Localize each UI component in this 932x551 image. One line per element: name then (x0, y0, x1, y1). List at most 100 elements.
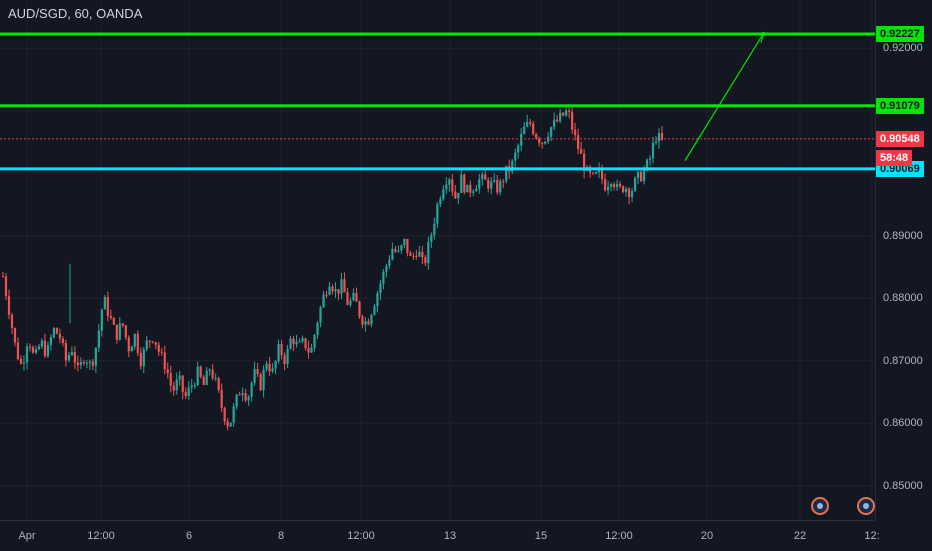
candle (624, 186, 628, 197)
candle (301, 335, 304, 344)
candlestick-chart[interactable] (0, 0, 875, 520)
candle (343, 272, 346, 293)
candle-body (232, 406, 235, 423)
candle-body (645, 159, 649, 171)
candle-body (595, 172, 598, 174)
candle-body (394, 248, 397, 252)
candle-body (523, 126, 526, 135)
price-axis[interactable]: 0.920000.910000.900000.890000.880000.870… (875, 0, 932, 520)
candle (367, 318, 370, 326)
candle (145, 335, 148, 352)
candle-body (517, 145, 520, 153)
candle (562, 112, 565, 117)
candle (94, 347, 97, 374)
candle-body (40, 340, 44, 347)
x-tick-label: 15 (534, 530, 548, 542)
candle (511, 159, 514, 175)
candle (49, 334, 53, 351)
candle-body (244, 393, 247, 401)
y-tick-label: 0.92000 (883, 42, 923, 55)
candle (151, 340, 154, 344)
candle-body (187, 387, 190, 396)
candle (583, 148, 586, 179)
candle (532, 120, 535, 136)
candle (124, 324, 127, 341)
candle (589, 164, 592, 178)
economic-event-icon[interactable] (811, 497, 829, 515)
candle-body (475, 188, 478, 192)
last-price-line-tag: 0.90548 (876, 130, 924, 147)
candle-body (1, 276, 5, 278)
candle (217, 376, 220, 393)
candle (148, 340, 151, 349)
candle-body (211, 369, 214, 379)
candle-body (76, 362, 79, 365)
candle (61, 336, 65, 347)
chart-plot-area[interactable]: AUD/SGD, 60, OANDA (0, 0, 875, 520)
candle-body (148, 340, 151, 342)
x-tick-label: 6 (185, 530, 193, 542)
candle (547, 132, 550, 144)
candle-body (10, 314, 14, 329)
candle (37, 343, 41, 351)
candle-body (196, 366, 199, 385)
candle-body (202, 376, 205, 385)
candle (541, 142, 544, 149)
candle (412, 252, 415, 260)
x-tick-label: 8 (277, 530, 285, 542)
candle (349, 297, 352, 308)
candle (58, 328, 62, 344)
candle (421, 245, 424, 265)
candle (244, 388, 247, 403)
candle (181, 375, 184, 400)
candle (556, 114, 559, 123)
candle-body (322, 294, 325, 308)
candle (271, 363, 274, 374)
economic-event-icon[interactable] (857, 497, 875, 515)
candle (79, 357, 82, 370)
candle-body (79, 362, 82, 365)
candle-body (205, 370, 208, 385)
candle (397, 245, 400, 253)
candle (55, 327, 59, 335)
candle-body (624, 188, 628, 193)
candle-body (642, 170, 646, 182)
time-axis[interactable]: Apr 12:00 6 8 12:00 13 15 12:00 20 22 12: (0, 520, 880, 551)
candle (202, 374, 205, 386)
candle-body (289, 338, 292, 349)
candle (439, 195, 442, 208)
candle (627, 187, 631, 205)
symbol-title[interactable]: AUD/SGD, 60, OANDA (8, 6, 143, 21)
candle (603, 173, 607, 192)
candle-body (28, 346, 32, 348)
candle (241, 387, 244, 402)
candle (376, 290, 379, 313)
candle-body (103, 296, 106, 310)
candle-body (580, 148, 583, 154)
candle (618, 181, 622, 189)
candle (190, 378, 193, 393)
candle-body (313, 335, 316, 348)
candle (133, 333, 136, 350)
candle (136, 330, 139, 357)
candle (40, 338, 44, 349)
candle (463, 173, 466, 195)
candle-body (199, 366, 202, 377)
candle-body (565, 110, 568, 116)
candle-body (169, 373, 172, 386)
candle-body (397, 250, 400, 252)
candle (85, 359, 88, 369)
candle (636, 171, 640, 185)
candle (496, 174, 499, 195)
candle-body (13, 328, 17, 343)
candle-body (277, 344, 280, 362)
candle (565, 105, 568, 118)
candle-body (241, 393, 244, 395)
candle (10, 312, 14, 334)
candle (220, 383, 223, 413)
candle (553, 112, 556, 131)
candle-body (490, 181, 493, 189)
candle (157, 341, 160, 356)
candle (22, 355, 26, 371)
candle (238, 391, 241, 396)
